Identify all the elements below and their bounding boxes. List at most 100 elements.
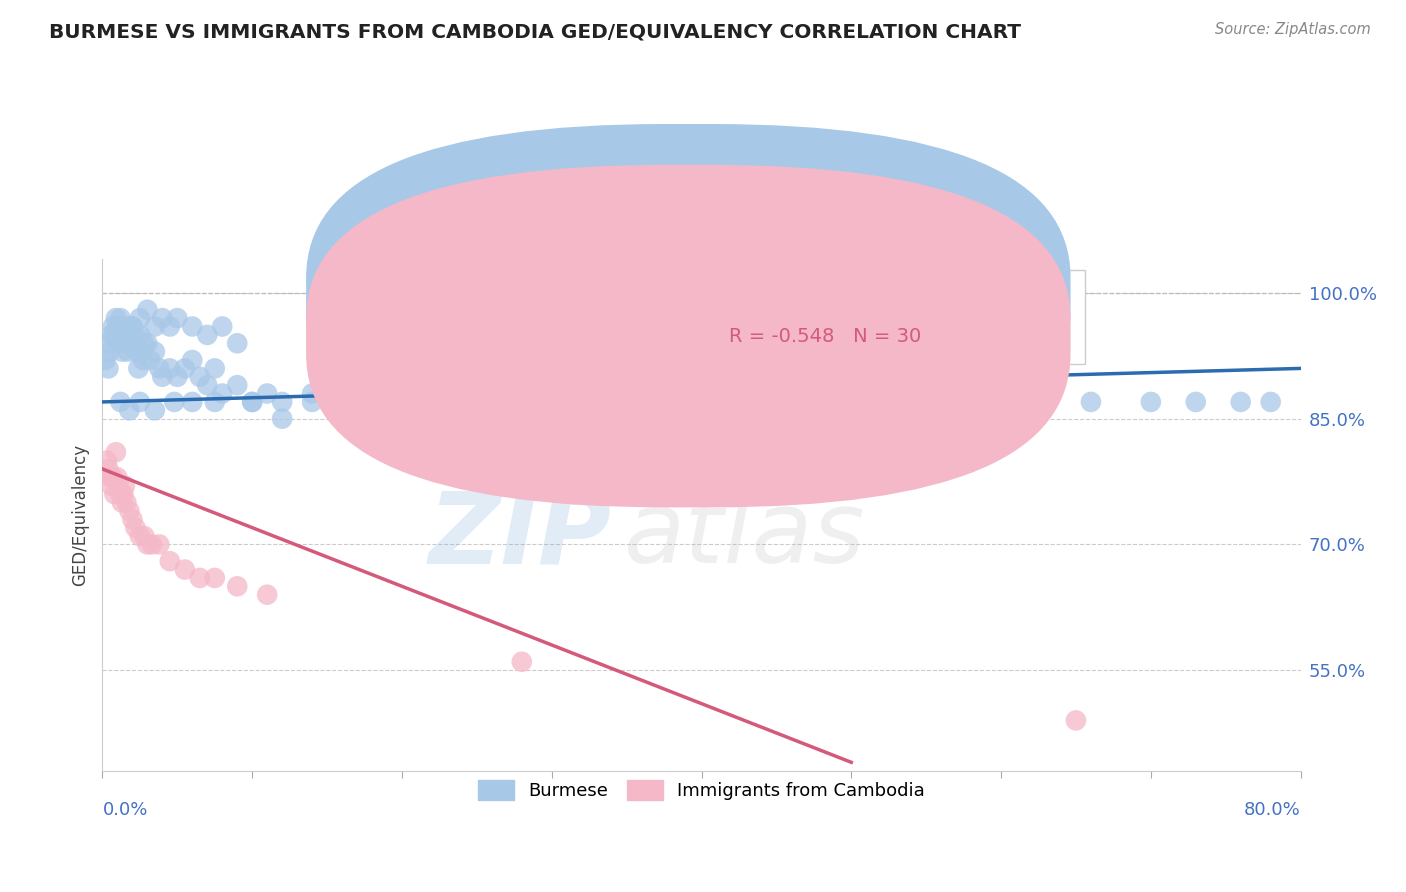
Point (173, 563, 195, 577)
Point (111, 495, 134, 509)
Point (159, 361, 181, 376)
Point (600, 395, 623, 409)
Point (108, 327, 131, 342)
Point (110, 311, 132, 326)
Point (451, 395, 474, 409)
Point (420, 391, 443, 405)
Point (94, 353, 117, 368)
Point (361, 395, 384, 409)
Point (1184, 395, 1206, 409)
Point (104, 311, 127, 326)
Point (159, 554, 181, 568)
Point (301, 386, 323, 401)
Point (103, 327, 125, 342)
Point (101, 470, 124, 484)
Point (104, 445, 127, 459)
Point (112, 487, 135, 501)
Point (120, 336, 142, 351)
Point (103, 487, 125, 501)
Point (188, 571, 211, 585)
Point (111, 344, 134, 359)
FancyBboxPatch shape (641, 269, 1085, 364)
Point (114, 479, 136, 493)
Point (226, 378, 249, 392)
Point (143, 344, 166, 359)
Point (107, 470, 129, 484)
Point (240, 395, 263, 409)
Point (1229, 395, 1251, 409)
Point (1064, 714, 1087, 728)
Point (97, 462, 120, 476)
Point (136, 537, 159, 551)
Point (256, 588, 278, 602)
Point (226, 579, 249, 593)
Point (166, 369, 188, 384)
Point (110, 395, 132, 409)
Text: atlas: atlas (624, 487, 865, 584)
Point (128, 529, 150, 543)
Text: 80.0%: 80.0% (1244, 801, 1301, 819)
Point (204, 395, 226, 409)
Point (132, 353, 155, 368)
Text: 0.0%: 0.0% (103, 801, 148, 819)
Point (301, 395, 323, 409)
Point (1140, 395, 1163, 409)
Point (173, 361, 195, 376)
Point (96, 453, 118, 467)
Point (100, 327, 122, 342)
Point (101, 319, 124, 334)
Point (114, 319, 136, 334)
FancyBboxPatch shape (307, 124, 1070, 467)
Point (121, 319, 143, 334)
Text: R =  0.060   N = 87: R = 0.060 N = 87 (730, 285, 920, 305)
Point (150, 311, 173, 326)
Point (112, 327, 135, 342)
Point (139, 353, 162, 368)
Text: ZIP: ZIP (429, 487, 612, 584)
Point (188, 369, 211, 384)
Point (118, 327, 141, 342)
Point (143, 403, 166, 417)
Point (330, 403, 353, 417)
Point (195, 378, 218, 392)
Point (391, 386, 413, 401)
Point (571, 395, 593, 409)
Legend: Burmese, Immigrants from Cambodia: Burmese, Immigrants from Cambodia (471, 772, 932, 807)
Point (510, 655, 533, 669)
Point (540, 391, 562, 405)
Point (128, 327, 150, 342)
Point (204, 361, 226, 376)
Point (181, 353, 204, 368)
Point (166, 311, 188, 326)
Point (117, 344, 139, 359)
Point (204, 571, 226, 585)
Point (100, 479, 122, 493)
Point (136, 336, 159, 351)
Text: BURMESE VS IMMIGRANTS FROM CAMBODIA GED/EQUIVALENCY CORRELATION CHART: BURMESE VS IMMIGRANTS FROM CAMBODIA GED/… (49, 22, 1021, 41)
FancyBboxPatch shape (307, 165, 1070, 508)
Point (510, 395, 533, 409)
Point (240, 395, 263, 409)
Point (226, 336, 249, 351)
Point (115, 495, 138, 509)
Point (211, 386, 233, 401)
Point (107, 319, 129, 334)
Point (118, 504, 141, 518)
Point (114, 336, 136, 351)
Text: Source: ZipAtlas.com: Source: ZipAtlas.com (1215, 22, 1371, 37)
Point (128, 311, 150, 326)
Point (271, 395, 294, 409)
Point (1260, 395, 1282, 409)
Point (163, 395, 186, 409)
Point (125, 344, 148, 359)
Y-axis label: GED/Equivalency: GED/Equivalency (72, 444, 89, 586)
Point (211, 319, 233, 334)
Point (159, 319, 181, 334)
Point (361, 386, 384, 401)
Point (107, 336, 129, 351)
Point (110, 319, 132, 334)
Point (481, 391, 503, 405)
Point (271, 411, 294, 425)
Text: R = -0.548   N = 30: R = -0.548 N = 30 (730, 326, 921, 345)
Point (115, 319, 138, 334)
